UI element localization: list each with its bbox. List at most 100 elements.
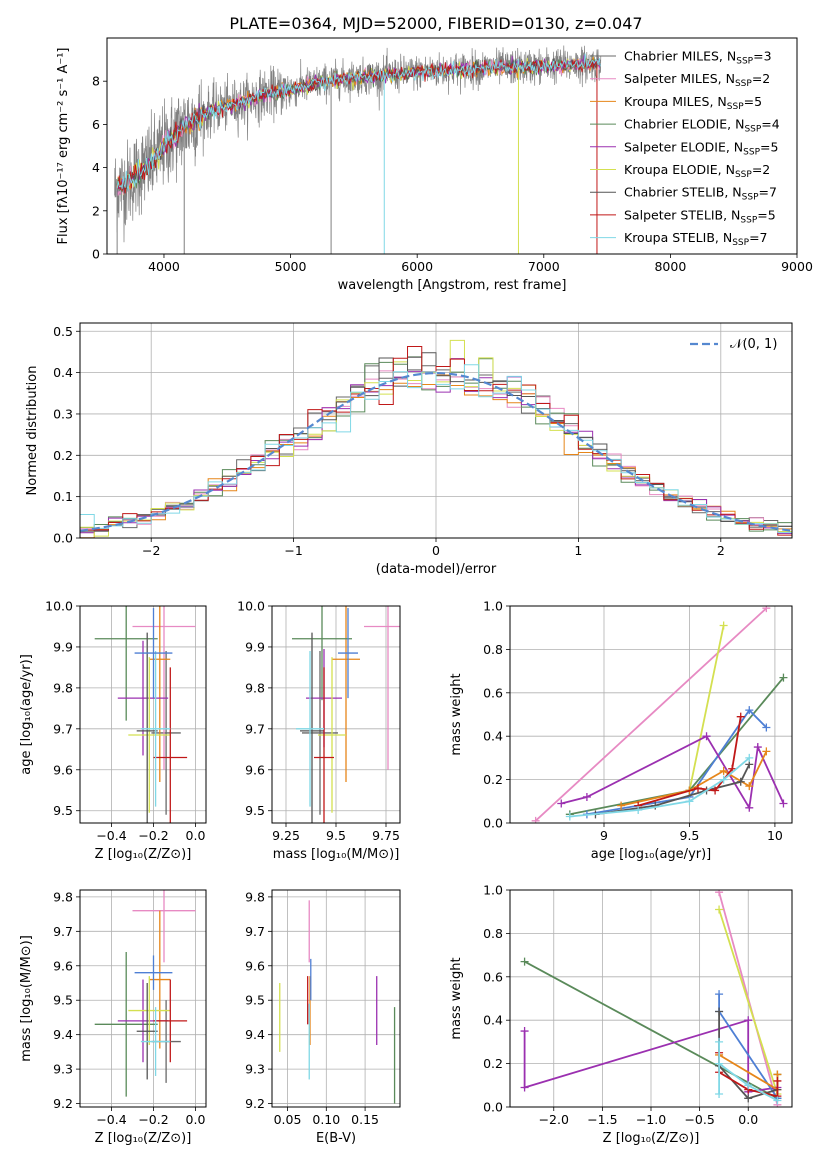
- weight_vs_age-axes: 9 9.5 10 0.0 0.2 0.4 0.6 0.8 1.0 age [log₁₀(age/y…: [449, 599, 793, 862]
- x-axis-label: Z [log₁₀(Z/Z⊙)]: [603, 1131, 700, 1146]
- y-tick-label: 0.4: [483, 1013, 503, 1028]
- x-tick-label: 0.0: [186, 1112, 206, 1127]
- weight-marker: [520, 1027, 529, 1036]
- legend-label: Chabrier MILES, NSSP=3: [624, 49, 772, 67]
- weight-marker: [634, 805, 643, 814]
- legend-label: Salpeter STELIB, NSSP=5: [624, 207, 776, 225]
- errorbar-plot: [279, 900, 396, 1104]
- y-axis-label: mass [log₁₀(M/M⊙)]: [19, 935, 34, 1062]
- weight-marker: [762, 747, 771, 756]
- axes-frame: [271, 605, 401, 824]
- y-tick-label: 9.7: [53, 924, 73, 939]
- weight-plot: [520, 890, 782, 1107]
- x-tick-label: 9.5: [326, 828, 346, 843]
- y-tick-label: 9.7: [53, 721, 73, 736]
- y-tick-label: 0: [92, 247, 100, 262]
- x-tick-label: 9.75: [372, 828, 400, 843]
- y-tick-label: 9.3: [245, 1062, 265, 1077]
- y-axis-label: Normed distribution: [25, 366, 40, 496]
- x-axis-label: age [log₁₀(age/yr)]: [591, 847, 712, 862]
- x-tick-label: −2: [142, 543, 160, 558]
- errorbar-plot: [292, 606, 400, 823]
- model-spectrum-line: [116, 53, 601, 191]
- weight-marker: [557, 799, 566, 808]
- axes-frame: [79, 889, 207, 1108]
- weight-marker: [651, 801, 660, 810]
- x-tick-label: −2.0: [539, 1112, 569, 1127]
- x-tick-label: 6000: [401, 259, 433, 274]
- spectrum-plot: [114, 45, 602, 254]
- y-tick-label: 0.2: [53, 448, 73, 463]
- weight-marker: [694, 784, 702, 793]
- weight-series-line: [718, 909, 779, 1095]
- age_vs_Z-axes: −0.4 −0.2 0.0 9.5 9.6 9.7 9.8 9.9 10.0 Z [log₁₀(Z…: [19, 599, 207, 862]
- legend-label: Salpeter ELODIE, NSSP=5: [624, 139, 778, 157]
- y-tick-label: 9.7: [245, 721, 265, 736]
- y-tick-label: 0.2: [483, 1056, 503, 1071]
- x-tick-label: −0.4: [96, 1112, 126, 1127]
- y-axis-label: mass weight: [449, 673, 464, 755]
- y-tick-label: 0.0: [483, 1100, 503, 1115]
- y-tick-label: 9.8: [245, 889, 265, 904]
- legend-label: Salpeter MILES, NSSP=2: [624, 71, 770, 89]
- axes-frame: [106, 37, 798, 255]
- legend-label: Kroupa STELIB, NSSP=7: [624, 230, 768, 248]
- weight-marker: [779, 799, 788, 808]
- x-tick-label: −0.2: [138, 1112, 168, 1127]
- x-tick-label: −0.4: [96, 828, 126, 843]
- legend-label: Chabrier STELIB, NSSP=7: [624, 185, 777, 203]
- weight-marker: [736, 777, 745, 786]
- weight-marker: [531, 816, 540, 823]
- x-axis-label: Z [log₁₀(Z/Z⊙)]: [95, 847, 192, 862]
- weight-plot: [531, 606, 788, 823]
- weight-marker: [762, 723, 771, 732]
- mass_vs_Z-axes: −0.4 −0.2 0.0 9.2 9.3 9.4 9.5 9.6 9.7 9.8 Z [log₁₀…: [19, 889, 207, 1146]
- y-tick-label: 9.6: [53, 762, 73, 777]
- weight-marker: [719, 621, 728, 630]
- x-tick-label: 4000: [148, 259, 180, 274]
- legend: Chabrier MILES, NSSP=3 Salpeter MILES, NS…: [590, 49, 780, 248]
- weight-marker: [520, 1083, 529, 1092]
- weight-marker: [715, 1089, 724, 1098]
- x-axis-label: mass [log₁₀(M/M⊙)]: [273, 847, 400, 862]
- legend-label: Kroupa ELODIE, NSSP=2: [624, 162, 770, 180]
- weight-marker: [773, 1076, 782, 1085]
- y-tick-label: 8: [92, 74, 100, 89]
- mass_vs_ebv-axes: 0.05 0.10 0.15 9.2 9.3 9.4 9.5 9.6 9.7 9.8 E(B-V): [245, 889, 401, 1146]
- x-tick-label: 10: [767, 828, 783, 843]
- spectrum-axes: 4000 5000 6000 7000 8000 9000 0 2 4 6 8 wavelength …: [56, 37, 813, 293]
- y-tick-label: 9.8: [245, 680, 265, 695]
- x-tick-label: 0.05: [274, 1112, 302, 1127]
- weight-marker: [773, 1096, 782, 1105]
- y-tick-label: 0.8: [483, 642, 503, 657]
- weight-marker: [779, 673, 788, 682]
- y-tick-label: 0.6: [483, 969, 503, 984]
- y-tick-label: 9.5: [245, 803, 265, 818]
- weight-series-line: [561, 735, 785, 811]
- legend-label: Kroupa MILES, NSSP=5: [624, 94, 762, 112]
- x-tick-label: 0.15: [351, 1112, 379, 1127]
- histogram-plot: [80, 339, 792, 538]
- weight-marker: [745, 782, 754, 791]
- y-tick-label: 9.7: [245, 924, 265, 939]
- x-tick-label: 9.5: [680, 828, 700, 843]
- y-tick-label: 0.1: [53, 489, 73, 504]
- weight-series-line: [688, 625, 725, 791]
- weight-marker: [715, 1059, 724, 1068]
- x-axis-label: Z [log₁₀(Z/Z⊙)]: [95, 1131, 192, 1146]
- x-axis-label: wavelength [Angstrom, rest frame]: [338, 278, 567, 293]
- x-tick-label: −0.5: [684, 1112, 714, 1127]
- y-tick-label: 9.2: [245, 1096, 265, 1111]
- figure-title: PLATE=0364, MJD=52000, FIBERID=0130, z=0…: [229, 14, 642, 33]
- y-tick-label: 9.3: [53, 1062, 73, 1077]
- x-tick-label: 9: [600, 828, 608, 843]
- legend-label: 𝒩(0, 1): [730, 337, 777, 352]
- x-tick-label: 5000: [275, 259, 307, 274]
- weight-marker: [715, 1007, 724, 1016]
- weight-marker: [715, 905, 724, 914]
- x-axis-label: E(B-V): [316, 1131, 356, 1146]
- weight-marker: [582, 792, 591, 801]
- y-tick-label: 0.4: [483, 729, 503, 744]
- y-tick-label: 9.8: [53, 889, 73, 904]
- weight-series-line: [534, 607, 768, 822]
